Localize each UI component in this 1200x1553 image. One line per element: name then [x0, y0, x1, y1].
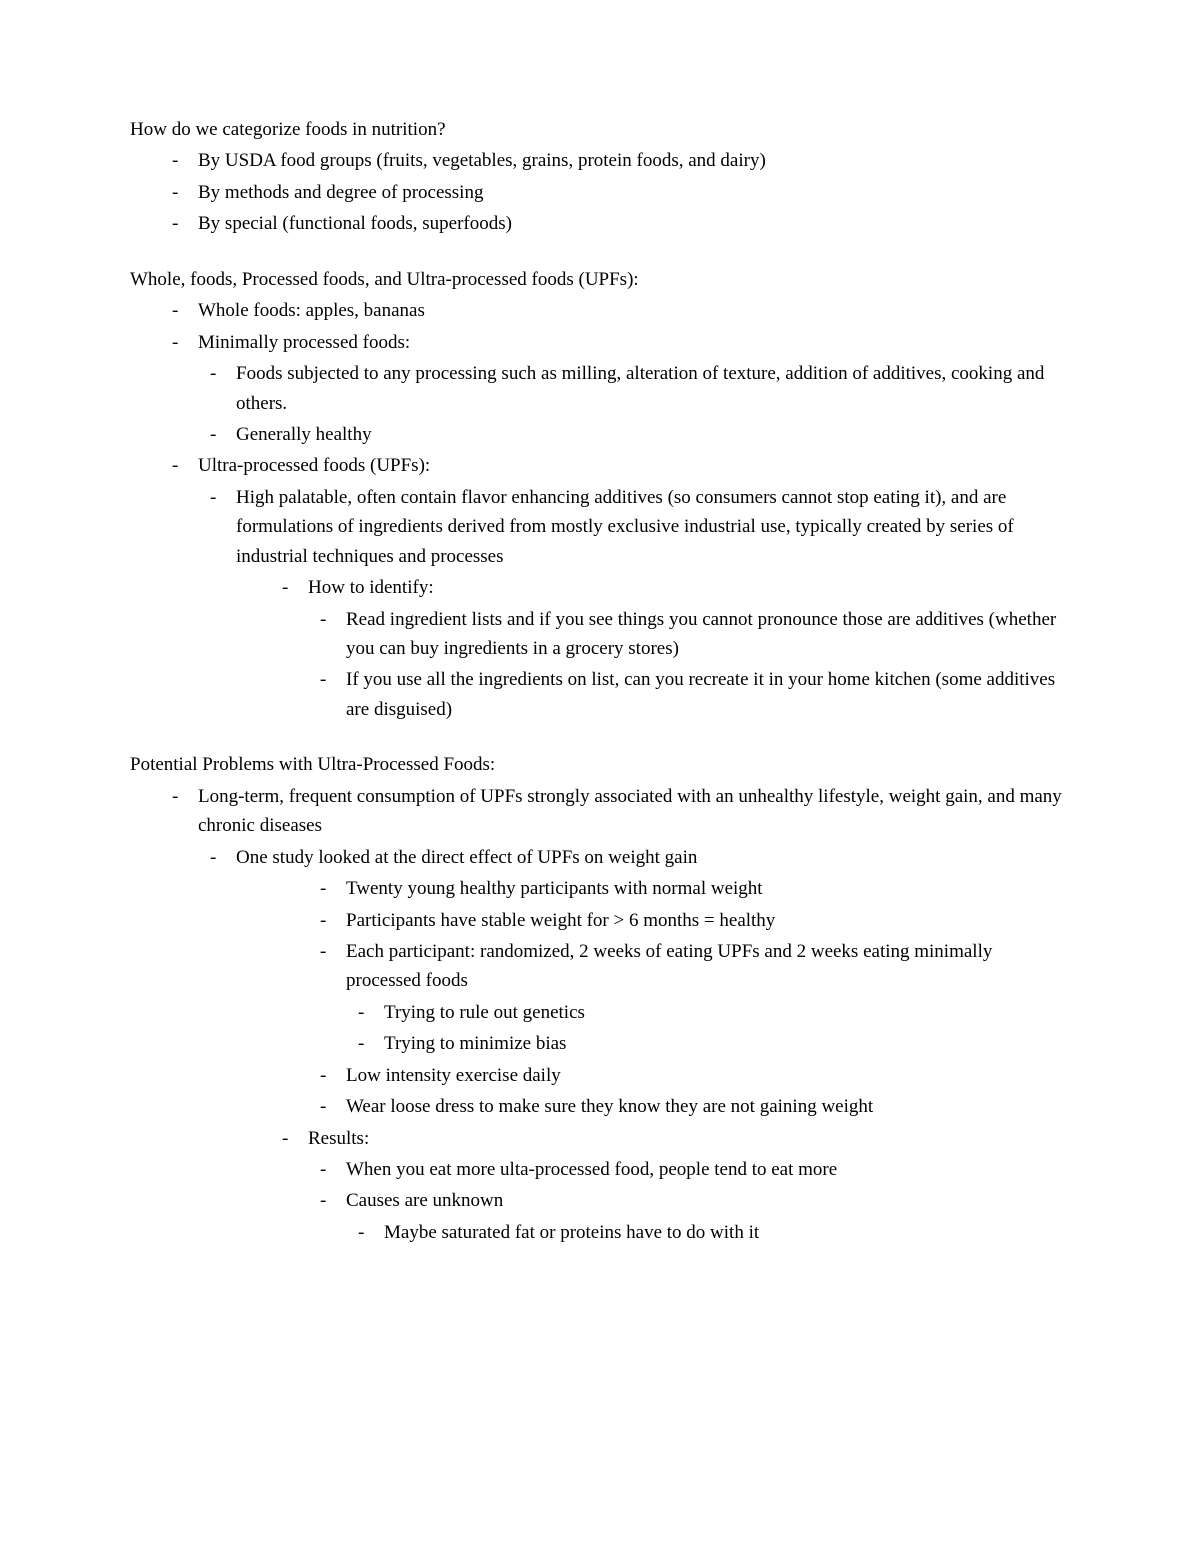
list-item: - Wear loose dress to make sure they kno… — [130, 1092, 1070, 1121]
list-item: - If you use all the ingredients on list… — [130, 665, 1070, 724]
list-item-text: Minimally processed foods: — [198, 328, 1070, 357]
list-item-text: By USDA food groups (fruits, vegetables,… — [198, 146, 1070, 175]
list-item: - Foods subjected to any processing such… — [130, 359, 1070, 418]
list-item: - Trying to minimize bias — [130, 1029, 1070, 1058]
list-item-text: High palatable, often contain flavor enh… — [236, 483, 1070, 571]
list-item: - One study looked at the direct effect … — [130, 843, 1070, 872]
list-item: - Maybe saturated fat or proteins have t… — [130, 1218, 1070, 1247]
spacer — [130, 241, 1070, 265]
list-item-text: Twenty young healthy participants with n… — [346, 874, 1070, 903]
spacer — [130, 726, 1070, 750]
list-item-text: Each participant: randomized, 2 weeks of… — [346, 937, 1070, 996]
bullet-icon: - — [168, 146, 198, 175]
list-item: - By special (functional foods, superfoo… — [130, 209, 1070, 238]
list-item: - Low intensity exercise daily — [130, 1061, 1070, 1090]
list-item: - Causes are unknown — [130, 1186, 1070, 1215]
bullet-icon: - — [316, 1061, 346, 1090]
list-item-text: By methods and degree of processing — [198, 178, 1070, 207]
list-item-text: Foods subjected to any processing such a… — [236, 359, 1070, 418]
list-item-text: Results: — [308, 1124, 1070, 1153]
list-item: - Participants have stable weight for > … — [130, 906, 1070, 935]
list-item-text: Trying to rule out genetics — [384, 998, 1070, 1027]
bullet-icon: - — [354, 1029, 384, 1058]
list-item: - Trying to rule out genetics — [130, 998, 1070, 1027]
list-item-text: Maybe saturated fat or proteins have to … — [384, 1218, 1070, 1247]
bullet-icon: - — [168, 296, 198, 325]
list-item: - How to identify: — [130, 573, 1070, 602]
list-item-text: Read ingredient lists and if you see thi… — [346, 605, 1070, 664]
list-item: - Twenty young healthy participants with… — [130, 874, 1070, 903]
bullet-icon: - — [316, 605, 346, 634]
list-item-text: Participants have stable weight for > 6 … — [346, 906, 1070, 935]
list-item: - High palatable, often contain flavor e… — [130, 483, 1070, 571]
list-item: - Ultra-processed foods (UPFs): — [130, 451, 1070, 480]
list-item-text: Low intensity exercise daily — [346, 1061, 1070, 1090]
bullet-icon: - — [316, 906, 346, 935]
bullet-icon: - — [316, 1186, 346, 1215]
bullet-icon: - — [168, 328, 198, 357]
list-item-text: Long-term, frequent consumption of UPFs … — [198, 782, 1070, 841]
list-item: - By methods and degree of processing — [130, 178, 1070, 207]
list-item-text: Whole foods: apples, bananas — [198, 296, 1070, 325]
document-page: How do we categorize foods in nutrition?… — [0, 0, 1200, 1553]
bullet-icon: - — [278, 573, 308, 602]
list-item: - Generally healthy — [130, 420, 1070, 449]
list-item: - Read ingredient lists and if you see t… — [130, 605, 1070, 664]
bullet-icon: - — [316, 874, 346, 903]
list-item: - Whole foods: apples, bananas — [130, 296, 1070, 325]
list-item-text: Trying to minimize bias — [384, 1029, 1070, 1058]
bullet-icon: - — [278, 1124, 308, 1153]
list-item: - Long-term, frequent consumption of UPF… — [130, 782, 1070, 841]
bullet-icon: - — [354, 998, 384, 1027]
bullet-icon: - — [168, 782, 198, 811]
list-item-text: How to identify: — [308, 573, 1070, 602]
list-item-text: Generally healthy — [236, 420, 1070, 449]
section-heading: Potential Problems with Ultra-Processed … — [130, 750, 1070, 779]
list-item-text: If you use all the ingredients on list, … — [346, 665, 1070, 724]
bullet-icon: - — [316, 937, 346, 966]
bullet-icon: - — [206, 420, 236, 449]
bullet-icon: - — [316, 1155, 346, 1184]
list-item-text: When you eat more ulta-processed food, p… — [346, 1155, 1070, 1184]
list-item: - When you eat more ulta-processed food,… — [130, 1155, 1070, 1184]
bullet-icon: - — [316, 1092, 346, 1121]
list-item: - Minimally processed foods: — [130, 328, 1070, 357]
list-item: - Each participant: randomized, 2 weeks … — [130, 937, 1070, 996]
bullet-icon: - — [206, 359, 236, 388]
bullet-icon: - — [168, 209, 198, 238]
list-item-text: Wear loose dress to make sure they know … — [346, 1092, 1070, 1121]
list-item: - Results: — [130, 1124, 1070, 1153]
bullet-icon: - — [206, 843, 236, 872]
list-item-text: By special (functional foods, superfoods… — [198, 209, 1070, 238]
section-heading: Whole, foods, Processed foods, and Ultra… — [130, 265, 1070, 294]
list-item-text: Causes are unknown — [346, 1186, 1070, 1215]
bullet-icon: - — [206, 483, 236, 512]
section-heading: How do we categorize foods in nutrition? — [130, 115, 1070, 144]
bullet-icon: - — [168, 178, 198, 207]
list-item-text: Ultra-processed foods (UPFs): — [198, 451, 1070, 480]
bullet-icon: - — [316, 665, 346, 694]
bullet-icon: - — [168, 451, 198, 480]
list-item: - By USDA food groups (fruits, vegetable… — [130, 146, 1070, 175]
list-item-text: One study looked at the direct effect of… — [236, 843, 1070, 872]
bullet-icon: - — [354, 1218, 384, 1247]
